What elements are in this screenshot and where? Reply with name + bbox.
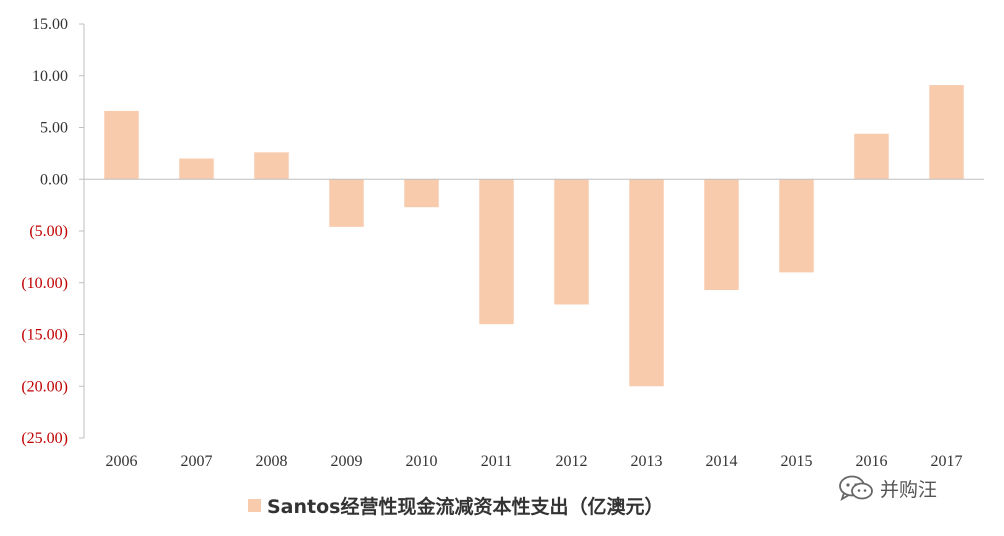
x-tick-label: 2007 (181, 453, 213, 470)
x-tick-label: 2016 (856, 453, 888, 470)
bar-2010 (404, 179, 439, 208)
bar-2015 (779, 179, 814, 273)
y-tick-label: 10.00 (32, 68, 68, 85)
y-tick-label: 5.00 (40, 120, 68, 137)
bar-2006 (104, 110, 139, 180)
bar-2016 (854, 133, 889, 180)
watermark-text: 并购汪 (880, 478, 938, 501)
legend-label: Santos经营性现金流减资本性支出（亿澳元） (267, 495, 664, 518)
y-tick-label: (20.00) (21, 378, 68, 395)
x-tick-label: 2009 (331, 453, 363, 470)
x-tick-label: 2015 (781, 453, 813, 470)
y-tick-label: (10.00) (21, 275, 68, 292)
watermark: 并购汪 (838, 474, 937, 502)
bar-2007 (179, 158, 214, 180)
y-tick-label: (15.00) (21, 327, 68, 344)
y-tick-label: (5.00) (29, 223, 68, 240)
bar-2008 (254, 152, 289, 180)
bar-2017 (929, 85, 964, 180)
bar-2014 (704, 179, 739, 290)
legend: Santos经营性现金流减资本性支出（亿澳元） (248, 492, 663, 518)
bar-2013 (629, 179, 664, 387)
x-tick-label: 2011 (481, 453, 512, 470)
y-axis: 15.00 10.00 5.00 0.00 (5.00) (10.00) (15.00) (2… (21, 16, 85, 447)
legend-swatch (248, 498, 261, 512)
x-tick-label: 2010 (406, 453, 438, 470)
x-tick-label: 2012 (556, 453, 588, 470)
x-axis: 2006 2007 2008 2009 2010 2011 2012 2013 2014 2015… (84, 178, 984, 470)
y-tick-label: 15.00 (32, 16, 68, 33)
x-tick-label: 2014 (706, 453, 738, 470)
x-tick-label: 2017 (931, 453, 963, 470)
bars (104, 85, 964, 387)
x-tick-label: 2013 (631, 453, 663, 470)
bar-2012 (554, 179, 589, 305)
y-tick-label: 0.00 (40, 171, 68, 188)
y-tick-label: (25.00) (21, 430, 68, 447)
x-tick-label: 2006 (106, 453, 138, 470)
bar-2011 (479, 179, 514, 325)
bar-2009 (329, 179, 364, 227)
x-tick-label: 2008 (256, 453, 288, 470)
wechat-icon (839, 475, 873, 501)
